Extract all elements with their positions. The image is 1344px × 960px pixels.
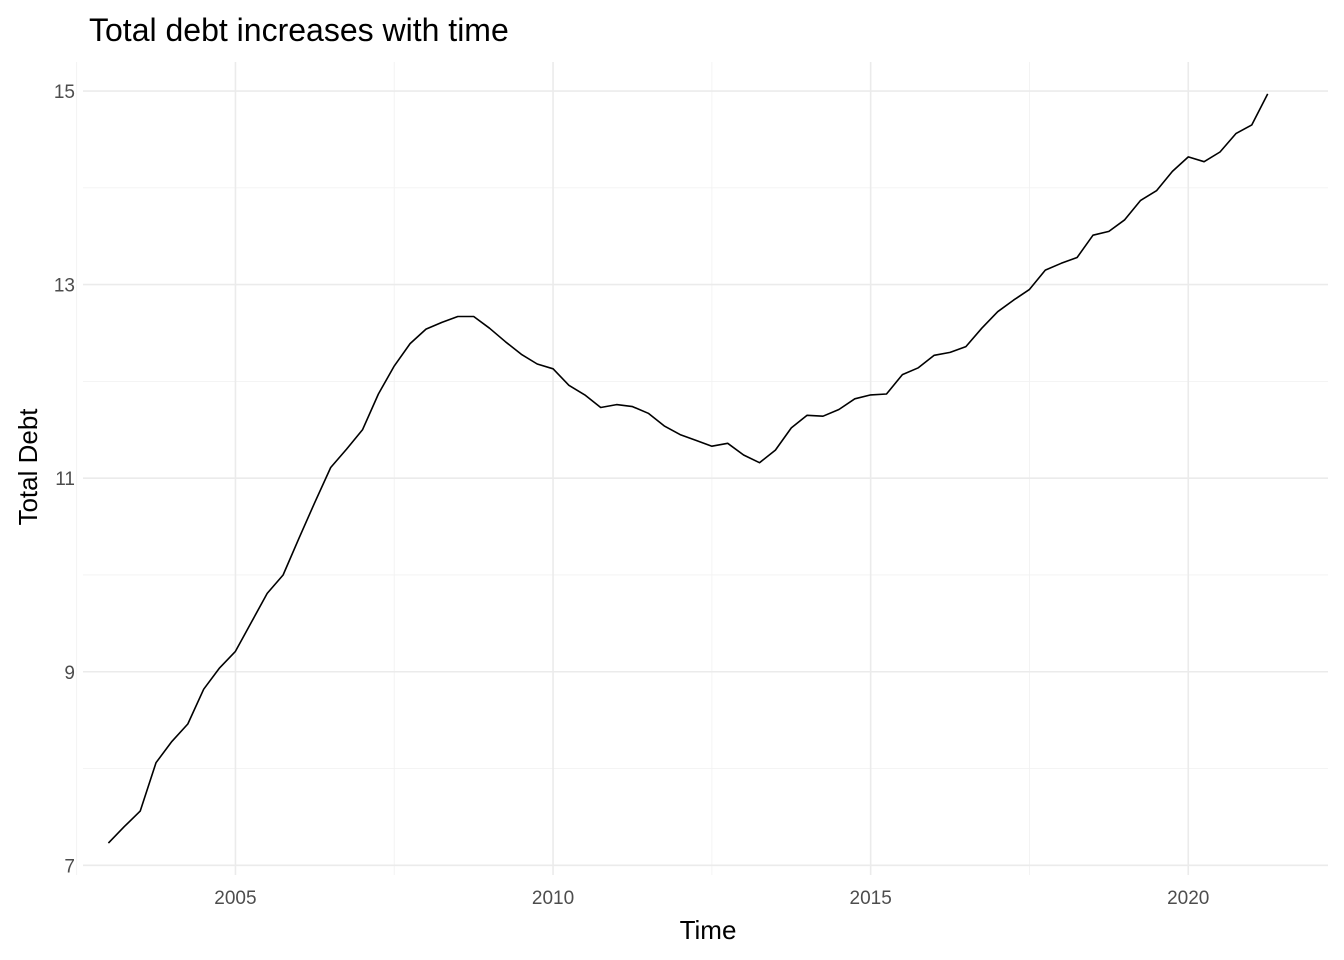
x-tick-label: 2005 (214, 888, 256, 909)
y-tick-label: 15 (54, 82, 75, 103)
x-tick-label: 2020 (1167, 888, 1209, 909)
y-axis-title: Total Debt (13, 408, 43, 526)
y-tick-label: 11 (55, 469, 75, 490)
x-axis-ticks: 2005 2010 2015 2020 (214, 888, 1209, 909)
x-tick-label: 2010 (532, 888, 574, 909)
chart-title: Total debt increases with time (89, 12, 509, 48)
minor-gridlines (76, 62, 1328, 875)
total-debt-line (107, 93, 1269, 844)
y-tick-label: 7 (64, 856, 75, 877)
y-tick-label: 9 (64, 663, 75, 684)
y-axis-ticks: 7 9 11 13 15 (54, 82, 75, 877)
x-tick-label: 2015 (850, 888, 892, 909)
series-group (107, 93, 1269, 844)
y-tick-label: 13 (54, 276, 75, 297)
x-axis-title: Time (680, 915, 737, 945)
major-gridlines (83, 62, 1328, 875)
